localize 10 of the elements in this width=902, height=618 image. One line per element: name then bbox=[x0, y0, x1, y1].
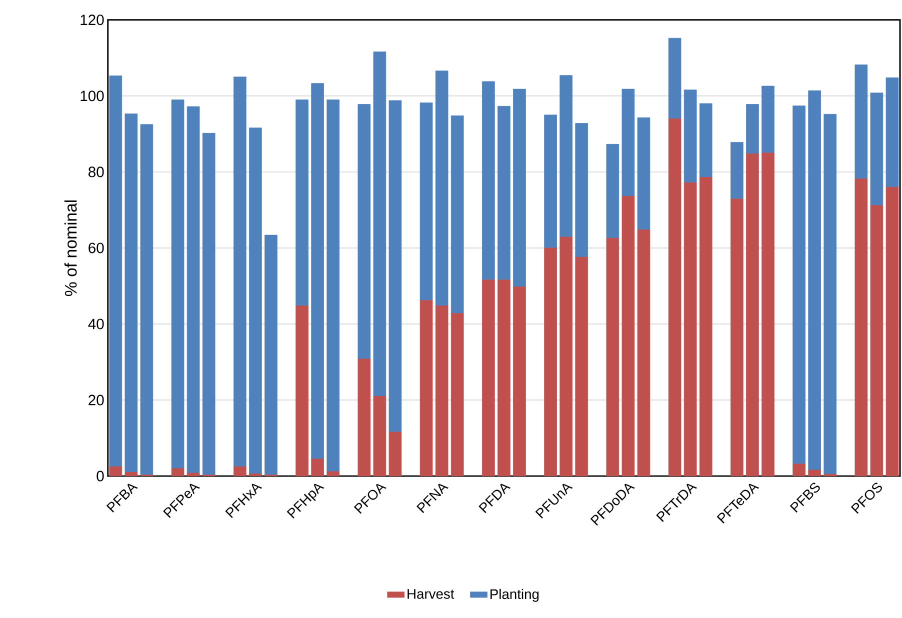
y-tick-label: 80 bbox=[88, 166, 104, 178]
y-tick-label: 20 bbox=[88, 394, 104, 406]
legend-label: Planting bbox=[490, 588, 539, 602]
y-tick-label: 40 bbox=[88, 318, 104, 330]
y-tick-label: 60 bbox=[88, 242, 104, 254]
legend-label: Harvest bbox=[408, 589, 454, 599]
y-tick-label: 100 bbox=[80, 90, 104, 102]
y-tick-label: 120 bbox=[80, 14, 104, 26]
y-tick-label: 0 bbox=[96, 470, 104, 482]
y-axis-title: % of nominal bbox=[64, 200, 77, 296]
